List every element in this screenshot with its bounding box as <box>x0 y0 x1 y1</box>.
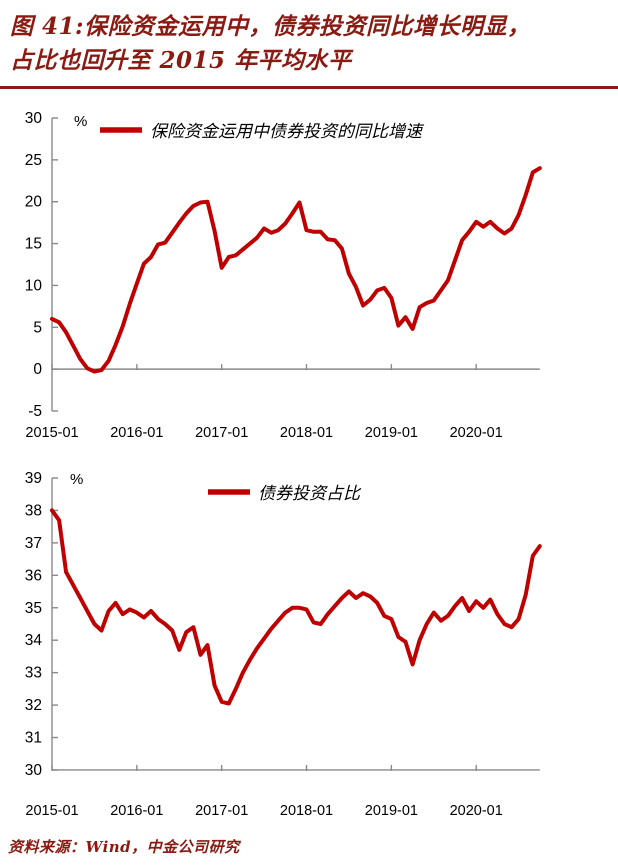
chart-bond-investment-yoy-growth: 30 25 20 15 10 5 0 -5 2015-01 2016-01 2017-01 2018-… <box>25 110 542 441</box>
x-tick-label: 2015-01 <box>25 425 78 441</box>
y-tick-label: 0 <box>33 361 42 378</box>
chart-bond-investment-share: 39 38 37 36 35 34 33 32 31 30 2015-01 2016-01 2017-0… <box>25 470 542 819</box>
y-tick-label: 30 <box>25 110 43 127</box>
y-tick-label: 33 <box>25 665 42 682</box>
figure-title-line2: 占比也回升至 2015 年平均水平 <box>10 47 352 74</box>
y-tick-label: -5 <box>28 403 42 420</box>
x-tick-label: 2017-01 <box>195 803 248 819</box>
y-tick-label: 37 <box>25 535 42 552</box>
x-tick-label: 2018-01 <box>280 803 333 819</box>
y-tick-label: 32 <box>25 697 42 714</box>
figure-title: 图 41:保险资金运用中，债券投资同比增长明显， 占比也回升至 2015 年平均… <box>10 10 610 78</box>
x-tick-label: 2018-01 <box>280 425 333 441</box>
y-tick-label: 31 <box>25 730 42 747</box>
legend-label: 债券投资占比 <box>258 484 362 504</box>
y-tick-label: 5 <box>33 319 42 336</box>
y-unit-label: % <box>74 113 87 130</box>
figure-title-line1: 图 41:保险资金运用中，债券投资同比增长明显， <box>10 13 531 40</box>
x-tick-label: 2017-01 <box>195 425 248 441</box>
y-tick-label: 38 <box>25 502 42 519</box>
x-tick-label: 2019-01 <box>365 803 418 819</box>
y-tick-label: 25 <box>25 152 42 169</box>
y-tick-label: 35 <box>25 600 42 617</box>
y-tick-label: 10 <box>25 277 43 294</box>
x-tick-label: 2020-01 <box>450 803 503 819</box>
y-tick-label: 36 <box>25 567 42 584</box>
y-tick-label: 39 <box>25 470 42 487</box>
y-tick-label: 30 <box>25 762 43 779</box>
y-tick-label: 20 <box>25 194 43 211</box>
y-unit-label: % <box>70 471 83 488</box>
legend-label: 保险资金运用中债券投资的同比增速 <box>150 122 425 142</box>
series-line <box>50 508 542 706</box>
x-tick-label: 2016-01 <box>110 803 163 819</box>
x-tick-label: 2015-01 <box>25 803 78 819</box>
x-tick-label: 2020-01 <box>450 425 503 441</box>
y-tick-label: 34 <box>25 632 43 649</box>
x-tick-label: 2019-01 <box>365 425 418 441</box>
source-note: 资料来源：Wind，中金公司研究 <box>8 838 240 856</box>
title-separator-rule <box>0 86 618 89</box>
series-line <box>50 166 542 374</box>
y-tick-label: 15 <box>25 236 42 253</box>
x-tick-label: 2016-01 <box>110 425 163 441</box>
